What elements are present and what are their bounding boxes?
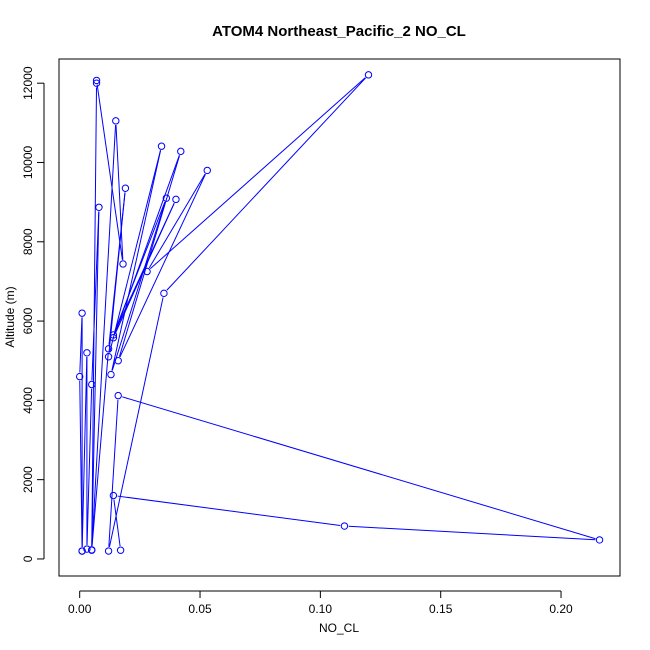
series-segment bbox=[113, 499, 121, 547]
y-axis: 0 2000 4000 6000 8000 10000 12000 bbox=[21, 66, 45, 562]
chart-title: ATOM4 Northeast_Pacific_2 NO_CL bbox=[212, 23, 466, 40]
series-segment bbox=[166, 77, 366, 291]
series-segment bbox=[96, 84, 123, 260]
series-segment bbox=[108, 297, 164, 548]
series-segment bbox=[111, 202, 166, 371]
data-point bbox=[114, 391, 122, 400]
series-segment bbox=[91, 352, 109, 546]
x-tick-label: 0.20 bbox=[549, 602, 573, 616]
data-point bbox=[95, 203, 103, 211]
series-segment bbox=[118, 155, 181, 357]
data-point bbox=[114, 357, 122, 365]
data-point bbox=[88, 380, 96, 389]
data-point bbox=[340, 522, 349, 530]
x-tick-label: 0.00 bbox=[68, 602, 92, 616]
data-point bbox=[121, 184, 130, 192]
data-point bbox=[177, 147, 185, 156]
data-point bbox=[75, 372, 84, 381]
data-point bbox=[595, 536, 604, 544]
data-point bbox=[116, 546, 125, 554]
data-point bbox=[119, 260, 127, 268]
data-point bbox=[88, 546, 96, 554]
x-axis: 0.00 0.05 0.10 0.15 0.20 bbox=[68, 590, 573, 616]
data-point bbox=[78, 309, 86, 317]
series-segment bbox=[149, 77, 366, 270]
data-point bbox=[112, 117, 120, 125]
series-segment bbox=[114, 155, 180, 334]
data-point bbox=[109, 334, 118, 342]
y-tick-label: 4000 bbox=[21, 387, 35, 414]
series-segment bbox=[115, 125, 124, 260]
data-point bbox=[109, 491, 118, 500]
y-tick-label: 10000 bbox=[21, 145, 35, 179]
data-point bbox=[157, 142, 166, 150]
data-point bbox=[109, 331, 118, 339]
data-point bbox=[143, 267, 151, 276]
data-point bbox=[172, 195, 180, 204]
x-axis-label: NO_CL bbox=[319, 621, 359, 635]
x-tick-label: 0.15 bbox=[429, 602, 453, 616]
data-point bbox=[203, 166, 211, 175]
data-point bbox=[107, 370, 115, 379]
series-segment bbox=[86, 388, 93, 545]
y-tick-label: 12000 bbox=[21, 66, 35, 100]
series-segment bbox=[122, 396, 596, 540]
series-segment bbox=[148, 173, 206, 269]
series-segment bbox=[111, 150, 162, 371]
y-tick-label: 0 bbox=[21, 555, 35, 562]
data-point bbox=[83, 349, 91, 357]
data-point bbox=[92, 76, 101, 85]
x-tick-label: 0.10 bbox=[309, 602, 333, 616]
y-tick-label: 8000 bbox=[21, 228, 35, 255]
data-point bbox=[104, 353, 113, 361]
data-point bbox=[83, 545, 91, 553]
series-segment bbox=[119, 174, 206, 358]
y-axis-label: Altitude (m) bbox=[3, 286, 17, 347]
y-tick-label: 6000 bbox=[21, 307, 35, 334]
series-segment bbox=[109, 150, 161, 353]
series-segment bbox=[91, 211, 100, 381]
series-segment bbox=[81, 356, 88, 547]
data-point bbox=[104, 547, 113, 555]
series-segment bbox=[91, 211, 100, 547]
series-segment bbox=[91, 87, 98, 547]
series-layer bbox=[75, 71, 604, 555]
series-segment bbox=[79, 317, 83, 373]
series-segment bbox=[114, 202, 175, 335]
series-segment bbox=[91, 125, 117, 546]
data-point bbox=[78, 547, 86, 555]
series-segment bbox=[108, 192, 126, 353]
series-segment bbox=[348, 525, 596, 541]
plot-frame bbox=[58, 58, 621, 577]
data-point bbox=[104, 345, 113, 353]
x-tick-label: 0.05 bbox=[188, 602, 212, 616]
y-tick-label: 2000 bbox=[21, 466, 35, 493]
data-point bbox=[92, 79, 101, 87]
data-point bbox=[364, 71, 373, 79]
series-segment bbox=[108, 399, 119, 547]
data-point bbox=[160, 289, 168, 298]
series-segment bbox=[117, 495, 341, 526]
data-point bbox=[162, 194, 171, 202]
